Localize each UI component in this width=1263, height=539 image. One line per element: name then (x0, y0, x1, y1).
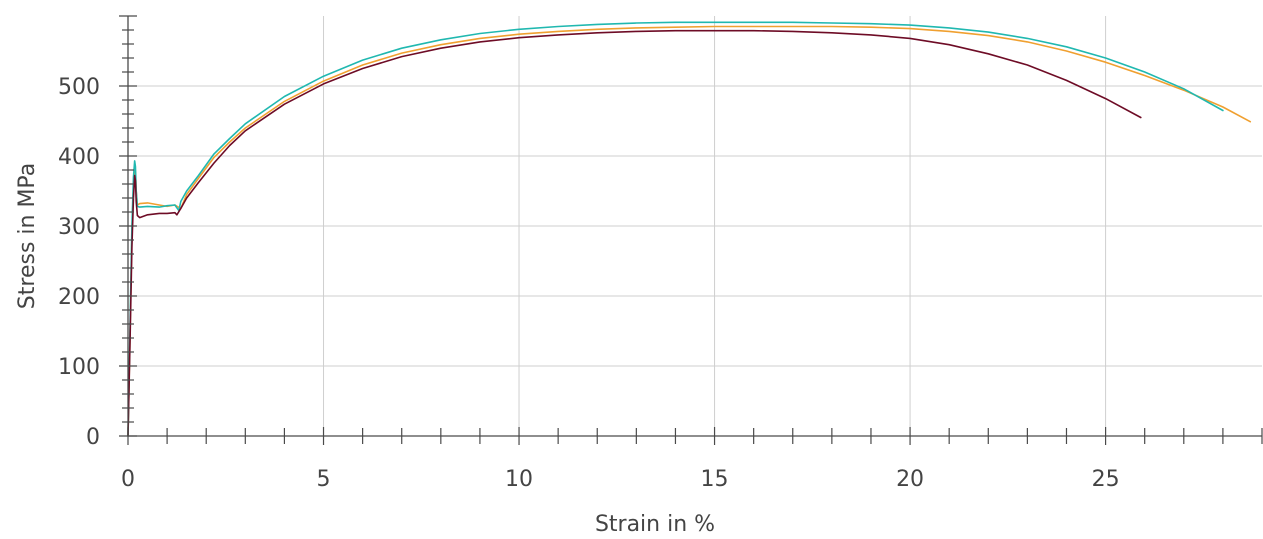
y-tick-label: 400 (58, 145, 100, 170)
series-line-2 (127, 21, 1224, 437)
x-tick-label: 25 (1092, 467, 1120, 492)
x-tick-label: 10 (505, 467, 533, 492)
x-tick-label: 5 (317, 467, 331, 492)
y-tick-label: 300 (58, 215, 100, 240)
y-axis-title: Stress in MPa (15, 163, 40, 309)
y-tick-label: 100 (58, 355, 100, 380)
x-axis-title: Strain in % (595, 512, 715, 537)
x-tick-label: 0 (121, 467, 135, 492)
series-line-3 (127, 29, 1142, 437)
axes (119, 15, 1263, 445)
x-tick-label: 15 (701, 467, 729, 492)
y-tick-label: 200 (58, 285, 100, 310)
y-tick-labels: 0 100 200 300 400 500 (58, 75, 100, 450)
series-line-1 (127, 25, 1252, 437)
grid-lines (128, 16, 1262, 436)
x-tick-labels: 0 5 10 15 20 25 (121, 467, 1120, 492)
x-tick-label: 20 (896, 467, 924, 492)
y-tick-label: 500 (58, 75, 100, 100)
series-group (127, 21, 1252, 437)
y-tick-label: 0 (86, 425, 100, 450)
